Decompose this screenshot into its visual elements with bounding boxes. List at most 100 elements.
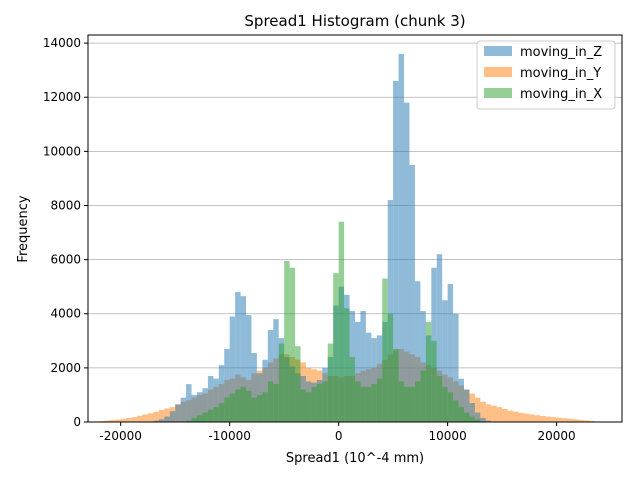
histogram-bar: [491, 405, 497, 422]
histogram-bar: [360, 386, 366, 422]
histogram-bar: [562, 418, 568, 422]
histogram-bar: [365, 386, 372, 422]
histogram-bar: [186, 420, 192, 422]
histogram-bar: [104, 420, 110, 422]
y-axis-ticks: 0 2000 4000 6000 8000 10000 12000 14000: [43, 36, 88, 429]
x-axis-ticks: -20000 -10000 0 10000 20000: [99, 422, 576, 443]
histogram-bar: [284, 260, 290, 422]
histogram-bar: [115, 419, 121, 422]
histogram-bar: [474, 412, 481, 422]
histogram-bar: [376, 378, 383, 422]
histogram-bar: [126, 417, 132, 422]
histogram-bar: [202, 412, 208, 422]
histogram-bar: [393, 81, 399, 423]
histogram-bar: [556, 417, 563, 422]
histogram-bar: [251, 352, 257, 422]
histogram-bar: [431, 340, 437, 422]
histogram-bar: [213, 407, 219, 422]
legend-swatch: [484, 46, 512, 56]
y-tick-label: 10000: [43, 144, 81, 158]
histogram-bar: [480, 401, 486, 422]
histogram-bars: [98, 53, 595, 423]
histogram-bar: [224, 348, 230, 422]
histogram-bar: [583, 420, 590, 422]
histogram-bar: [463, 412, 470, 422]
histogram-bar: [295, 346, 301, 422]
histogram-bar: [376, 335, 383, 422]
histogram-bar: [196, 392, 203, 422]
legend: moving_in_Z moving_in_Y moving_in_X: [476, 40, 616, 110]
histogram-bar: [382, 278, 388, 422]
histogram-bar: [158, 419, 165, 422]
histogram-bar: [305, 392, 312, 422]
histogram-bar: [273, 319, 279, 422]
histogram-bar: [453, 313, 459, 422]
histogram-bar: [251, 397, 257, 422]
histogram-bar: [409, 164, 415, 422]
histogram-bar: [164, 408, 170, 422]
histogram-bar: [311, 386, 317, 422]
histogram-bar: [218, 365, 225, 422]
histogram-bar: [278, 343, 285, 422]
histogram-bar: [442, 386, 448, 422]
x-tick-label: -10000: [208, 429, 251, 443]
histogram-bar: [496, 407, 503, 422]
legend-label: moving_in_X: [520, 87, 602, 102]
y-axis-label: Frequency: [16, 195, 31, 262]
histogram-bar: [338, 221, 345, 422]
y-tick-label: 6000: [50, 253, 81, 267]
y-tick-label: 4000: [50, 307, 81, 321]
histogram-bar: [262, 359, 268, 422]
histogram-bar: [442, 300, 448, 422]
histogram-bar: [142, 414, 148, 422]
histogram-bar: [502, 409, 508, 422]
histogram-bar: [137, 415, 143, 422]
histogram-bar: [164, 416, 170, 422]
histogram-bar: [169, 411, 176, 422]
histogram-bar: [567, 418, 573, 422]
histogram-bar: [409, 386, 415, 422]
histogram-bar: [518, 412, 524, 422]
y-tick-label: 0: [73, 415, 81, 429]
histogram-bar: [229, 393, 236, 422]
legend-swatch: [484, 67, 512, 77]
histogram-bar: [246, 390, 252, 422]
legend-label: moving_in_Y: [520, 66, 601, 81]
histogram-bar: [551, 417, 557, 422]
histogram-bar: [507, 410, 514, 422]
histogram-bar: [256, 394, 263, 422]
histogram-bar: [191, 394, 197, 422]
histogram-bar: [463, 389, 470, 422]
histogram-bar: [398, 53, 405, 422]
histogram-bar: [191, 417, 197, 422]
histogram-bar: [485, 420, 492, 422]
histogram-bar: [398, 381, 405, 422]
histogram-bar: [267, 381, 274, 422]
histogram-bar: [469, 416, 475, 422]
histogram-bar: [534, 415, 541, 422]
histogram-bar: [572, 419, 579, 422]
histogram-bar: [229, 316, 236, 422]
histogram-bar: [414, 381, 421, 422]
histogram-bar: [540, 416, 546, 422]
histogram-bar: [300, 389, 306, 422]
histogram-bar: [344, 308, 350, 422]
histogram-bar: [202, 388, 208, 422]
histogram-bar: [474, 397, 481, 422]
legend-swatch: [484, 88, 512, 98]
histogram-bar: [404, 386, 410, 422]
histogram-bar: [420, 370, 426, 422]
histogram-bar: [186, 384, 192, 422]
histogram-bar: [158, 409, 165, 422]
x-tick-label: 10000: [429, 429, 467, 443]
histogram-bar: [523, 413, 530, 422]
histogram-bar: [404, 102, 410, 422]
histogram-bar: [109, 420, 116, 422]
histogram-bar: [240, 296, 247, 422]
histogram-bar: [485, 404, 492, 422]
histogram-bar: [207, 409, 214, 422]
histogram-bar: [458, 407, 464, 422]
histogram-bar: [447, 392, 454, 422]
histogram-bar: [453, 400, 459, 422]
series-moving-in-X: [186, 221, 481, 422]
